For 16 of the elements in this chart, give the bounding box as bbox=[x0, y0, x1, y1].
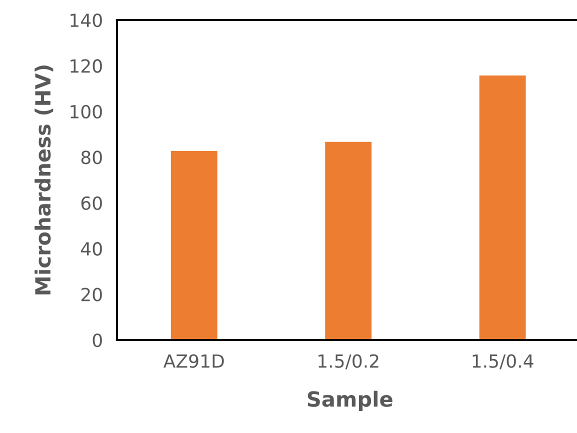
y-tick-label: 100 bbox=[70, 104, 102, 119]
y-tick-label: 120 bbox=[70, 59, 102, 73]
y-axis-title: Microhardness (HV) bbox=[34, 66, 54, 294]
x-tick-label: 1.5/0.4 bbox=[472, 354, 534, 370]
x-tick-label: AZ91D bbox=[163, 354, 224, 368]
y-tick-label: 40 bbox=[81, 242, 102, 256]
bar bbox=[324, 140, 373, 340]
y-tick-label: 60 bbox=[81, 196, 102, 210]
y-tick-label: 20 bbox=[81, 288, 102, 302]
x-tick-label: 1.5/0.2 bbox=[318, 354, 378, 370]
y-tick-label: 0 bbox=[92, 333, 102, 348]
bar bbox=[478, 74, 528, 340]
y-tick-label: 140 bbox=[70, 13, 102, 28]
y-tick-label: 80 bbox=[81, 150, 102, 164]
x-axis-title: Sample bbox=[308, 390, 392, 411]
bar bbox=[170, 150, 219, 340]
